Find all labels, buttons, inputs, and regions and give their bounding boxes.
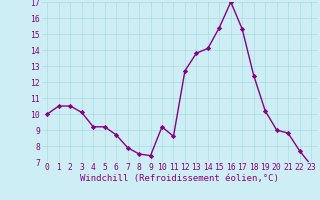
X-axis label: Windchill (Refroidissement éolien,°C): Windchill (Refroidissement éolien,°C) xyxy=(80,174,279,183)
